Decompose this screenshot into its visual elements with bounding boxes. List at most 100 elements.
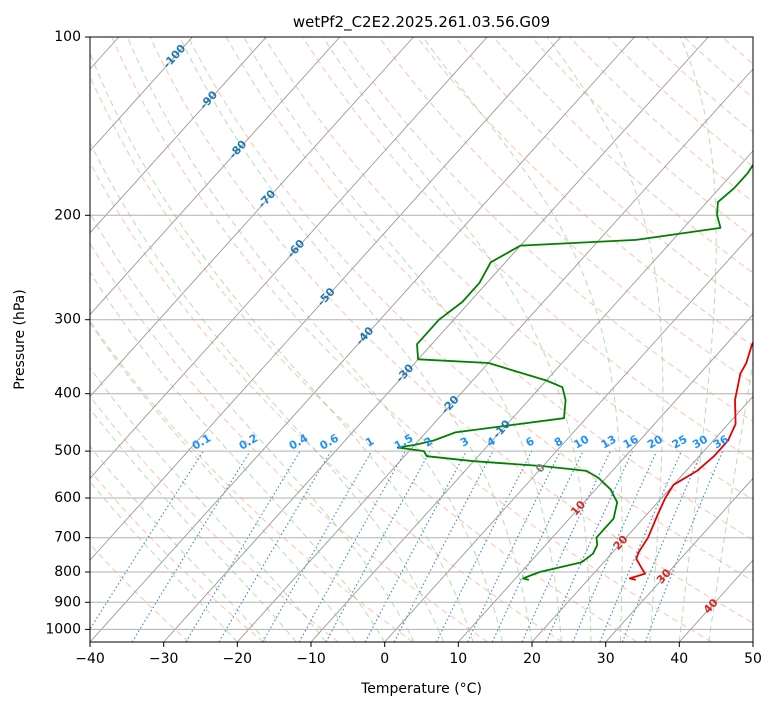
- mixing-ratio-label: 0.4: [287, 431, 311, 452]
- mixing-ratio-label: 25: [670, 433, 690, 452]
- moist-adiabat-line: [678, 37, 717, 642]
- moist-adiabat-line: [546, 37, 664, 642]
- y-axis: 100 200 300 400 500 600 700 800 900 1000: [45, 29, 90, 637]
- dry-adiabat-line: [454, 37, 753, 310]
- dry-adiabat-line: [645, 37, 753, 133]
- x-tick-label: −10: [296, 651, 326, 667]
- mixing-ratio-line: [262, 450, 373, 642]
- profiles: [396, 163, 753, 581]
- dry-adiabat-line: [111, 37, 712, 642]
- mixing-ratio-label: 1: [363, 435, 376, 450]
- y-tick-label: 300: [54, 312, 81, 328]
- moist-adiabat-line: [90, 407, 297, 642]
- moist-adiabat-line: [90, 367, 327, 642]
- moist-adiabat-line: [322, 37, 592, 642]
- isotherm-line: [90, 37, 635, 642]
- y-tick-label: 100: [54, 29, 81, 45]
- dry-adiabat-line: [225, 37, 753, 541]
- y-tick-label: 800: [54, 564, 81, 580]
- dry-adiabat-line: [746, 24, 775, 642]
- isotherm-line: [384, 232, 753, 642]
- x-tick-label: 30: [597, 651, 615, 667]
- isotherm-line: [310, 150, 753, 642]
- chart-title: wetPf2_C2E2.2025.261.03.56.G09: [293, 13, 550, 32]
- dry-adiabat-line: [340, 37, 753, 423]
- mixing-ratio-line: [572, 450, 658, 642]
- y-tick-label: 400: [54, 386, 81, 402]
- moist-adiabat-line: [708, 359, 753, 642]
- mixing-ratio-line: [131, 450, 251, 642]
- x-tick-label: 50: [744, 651, 762, 667]
- y-tick-label: 600: [54, 490, 81, 506]
- temperature-profile-line: [628, 340, 753, 581]
- mixing-ratio-label: 0.2: [237, 432, 260, 453]
- dry-adiabats: [90, 24, 775, 642]
- moist-adiabat-line: [422, 37, 623, 642]
- dry-adiabat-line: [90, 161, 563, 642]
- x-axis-label: Temperature (°C): [360, 681, 482, 697]
- isotherm-line: [90, 37, 193, 152]
- isotherm-line: [531, 395, 753, 642]
- isotherm-line: [236, 68, 753, 642]
- dry-adiabat-line: [90, 320, 414, 642]
- mixing-ratio-label: 0.6: [318, 431, 342, 452]
- dry-adiabat-line: [90, 242, 488, 642]
- dry-adiabat-line: [187, 37, 753, 582]
- x-tick-label: 20: [523, 651, 541, 667]
- mixing-ratio-label: 30: [690, 432, 710, 451]
- x-axis: −40 −30 −20 −10 0 10 20 30 40 50: [75, 642, 762, 667]
- moist-adiabat-line: [90, 271, 386, 642]
- mixing-ratio-label: 3: [458, 435, 471, 450]
- dry-adiabat-line: [90, 75, 638, 642]
- mixing-ratio-label: 2: [422, 435, 435, 450]
- dry-adiabat-line: [90, 469, 264, 642]
- mixing-ratio-line: [467, 450, 561, 642]
- x-tick-label: −20: [223, 651, 253, 667]
- mixing-ratio-line: [364, 450, 467, 642]
- mixing-ratio-line: [435, 450, 533, 642]
- isotherm-line: [90, 37, 267, 234]
- mixing-ratio-line: [545, 450, 633, 642]
- moist-adiabat-line: [90, 322, 356, 642]
- plot-frame: [89, 36, 754, 643]
- isotherm-line: [752, 641, 753, 642]
- isotherm-line: [90, 37, 562, 561]
- y-tick-label: 900: [54, 594, 81, 610]
- mixing-ratio-label: 10: [571, 432, 591, 451]
- x-tick-label: −30: [149, 651, 179, 667]
- y-tick-label: 700: [54, 530, 81, 546]
- dewpoint-profile-line: [396, 163, 753, 581]
- isotherm-line: [90, 37, 341, 316]
- dry-adiabat-line: [302, 37, 753, 461]
- dry-adiabat-line: [149, 37, 753, 624]
- isotherm-line: [457, 313, 753, 642]
- dry-adiabat-line: [416, 37, 753, 347]
- x-tick-label: 10: [449, 651, 467, 667]
- isotherm-line: [605, 477, 753, 642]
- dry-adiabat-line: [721, 37, 753, 65]
- y-tick-label: 500: [54, 443, 81, 459]
- moist-adiabat-line: [90, 445, 268, 642]
- moist-adiabats: [90, 37, 753, 642]
- dry-adiabat-line: [90, 543, 190, 642]
- isotherm-line: [678, 559, 753, 642]
- mixing-ratio-label: 13: [599, 433, 619, 452]
- moist-adiabat-line: [126, 37, 503, 642]
- mixing-ratio-line: [325, 450, 431, 642]
- dry-adiabat-line: [263, 37, 753, 501]
- isotherm-line: [163, 37, 709, 642]
- moist-adiabat-line: [179, 37, 533, 642]
- isotherm-line: [90, 37, 414, 398]
- moist-adiabat-line: [90, 481, 238, 642]
- mixing-ratio-line: [90, 450, 204, 630]
- dry-adiabat-line: [378, 37, 753, 385]
- dry-adiabat-line: [569, 37, 753, 203]
- y-axis-label: Pressure (hPa): [12, 289, 28, 389]
- mixing-ratio-label: 16: [621, 432, 641, 451]
- moist-adiabat-line: [90, 141, 445, 642]
- moist-adiabat-line: [90, 51, 474, 642]
- mixing-ratio-line: [298, 450, 406, 642]
- mixing-ratio-label: 8: [552, 435, 565, 450]
- dry-adiabat-line: [90, 395, 339, 642]
